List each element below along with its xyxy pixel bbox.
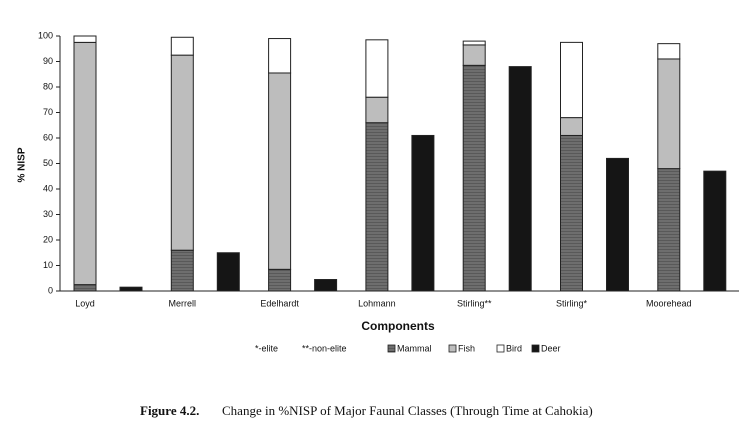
bar-segment [365, 122, 389, 292]
bar-segment [560, 41, 583, 119]
note: **-non-elite [302, 343, 347, 353]
bar-segment [268, 72, 292, 270]
x-axis-label: Components [361, 319, 435, 333]
y-axis-label: % NISP [17, 147, 28, 182]
y-tick-label: 90 [43, 56, 53, 66]
y-tick-label: 30 [43, 209, 53, 219]
bar-segment [365, 96, 389, 124]
caption-text: Change in %NISP of Major Faunal Classes … [222, 403, 593, 418]
bar-segment [462, 40, 486, 46]
bar-segment [462, 44, 486, 66]
bar-segment [560, 134, 583, 292]
bar-segment [73, 35, 97, 43]
legend-label: Mammal [397, 343, 432, 353]
bar-segment [73, 41, 97, 286]
x-tick-label: Stirling* [556, 298, 588, 308]
bar-segment [703, 170, 727, 292]
bar-segment [411, 134, 435, 292]
x-tick-label: Edelhardt [260, 298, 299, 308]
bar-segment [314, 279, 338, 292]
legend-label: Fish [458, 343, 475, 353]
legend-swatch [448, 344, 457, 353]
bar-segment [73, 284, 97, 292]
bar-segment [170, 36, 194, 56]
bar-segment [216, 252, 240, 292]
y-tick-label: 40 [43, 183, 53, 193]
bar-segment [657, 168, 681, 292]
y-tick-label: 20 [43, 234, 53, 244]
y-tick-label: 100 [38, 30, 53, 40]
y-tick-label: 50 [43, 158, 53, 168]
y-tick-label: 70 [43, 107, 53, 117]
bar-segment [170, 249, 194, 292]
y-tick-label: 80 [43, 81, 53, 91]
legend-label: Deer [541, 343, 561, 353]
bar-segment [508, 66, 532, 292]
x-tick-label: Merrell [169, 298, 197, 308]
y-tick-label: 0 [48, 285, 53, 295]
note: *-elite [255, 343, 278, 353]
x-tick-label: Moorehead [646, 298, 692, 308]
caption-label: Figure 4.2. [140, 403, 199, 418]
legend-swatch [387, 344, 396, 353]
legend-swatch [531, 344, 540, 353]
bar-segment [268, 38, 292, 74]
bar-segment [170, 54, 194, 251]
bar-segment [606, 157, 629, 292]
bar-segment [119, 286, 143, 292]
bar-segment [657, 58, 681, 170]
bar-segment [560, 117, 583, 136]
bar-segment [462, 64, 486, 292]
bar-segment [268, 268, 292, 292]
y-tick-label: 60 [43, 132, 53, 142]
bar-segment [365, 39, 389, 98]
x-tick-label: Stirling** [457, 298, 492, 308]
bar-segment [657, 43, 681, 60]
x-tick-label: Loyd [75, 298, 95, 308]
x-tick-label: Lohmann [358, 298, 396, 308]
legend-label: Bird [506, 343, 522, 353]
legend-swatch [496, 344, 505, 353]
y-tick-label: 10 [43, 260, 53, 270]
